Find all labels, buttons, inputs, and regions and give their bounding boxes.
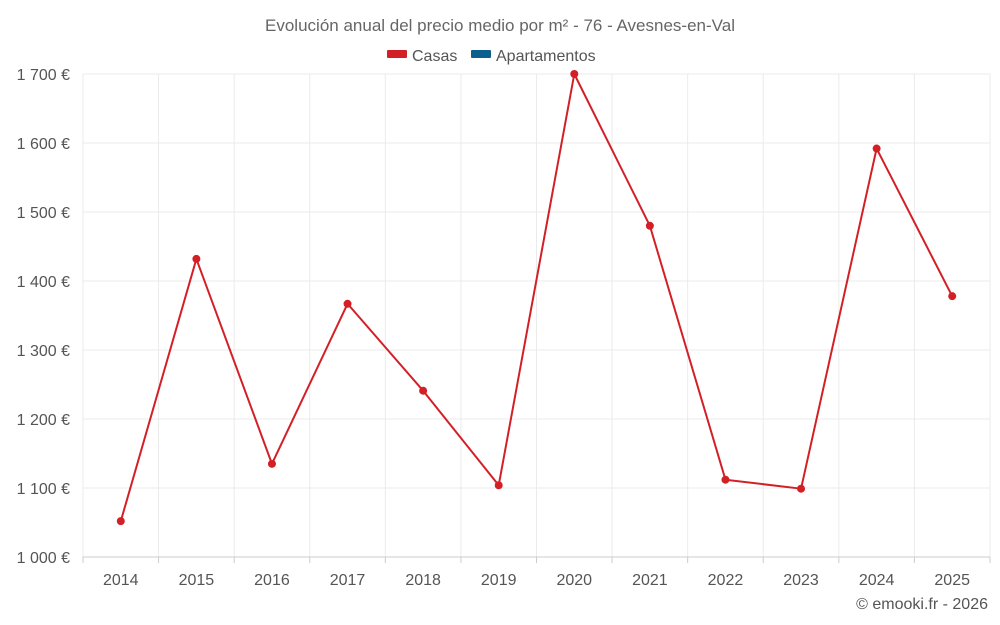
- x-tick-label: 2024: [859, 572, 895, 589]
- data-point[interactable]: [116, 517, 125, 526]
- y-tick-label: 1 600 €: [17, 136, 70, 153]
- series-casas: [116, 70, 957, 526]
- data-point[interactable]: [570, 70, 579, 78]
- legend-swatch-casas: [387, 50, 407, 58]
- legend-label-casas: Casas: [412, 48, 457, 65]
- data-point[interactable]: [948, 292, 957, 301]
- y-axis: 1 000 € 1 100 € 1 200 € 1 300 € 1 400 € 1 500…: [17, 67, 70, 567]
- y-tick-label: 1 100 €: [17, 481, 70, 498]
- x-tick-label: 2023: [783, 572, 819, 589]
- credit-text: © emooki.fr - 2026: [856, 596, 988, 613]
- x-tick-label: 2021: [632, 572, 668, 589]
- data-point[interactable]: [645, 221, 654, 230]
- x-tick-label: 2016: [254, 572, 290, 589]
- x-tick-label: 2025: [934, 572, 970, 589]
- chart-title: Evolución anual del precio medio por m² …: [265, 16, 735, 35]
- data-point[interactable]: [192, 254, 201, 263]
- legend: Casas Apartamentos: [387, 48, 596, 65]
- x-tick-label: 2020: [556, 572, 592, 589]
- x-tick-label: 2015: [179, 572, 215, 589]
- y-tick-label: 1 300 €: [17, 343, 70, 360]
- legend-item-apartamentos[interactable]: Apartamentos: [471, 48, 596, 65]
- legend-label-apartamentos: Apartamentos: [496, 48, 596, 65]
- y-tick-label: 1 200 €: [17, 412, 70, 429]
- y-tick-label: 1 700 €: [17, 67, 70, 84]
- x-tick-label: 2014: [103, 572, 139, 589]
- x-tick-label: 2022: [708, 572, 744, 589]
- x-tick-label: 2019: [481, 572, 517, 589]
- x-tick-label: 2017: [330, 572, 366, 589]
- data-point[interactable]: [419, 386, 428, 395]
- y-tick-label: 1 400 €: [17, 274, 70, 291]
- legend-item-casas[interactable]: Casas: [387, 48, 457, 65]
- data-point[interactable]: [721, 475, 730, 484]
- series-line-casas: [119, 73, 954, 522]
- data-point[interactable]: [872, 144, 881, 153]
- grid: [82, 73, 991, 557]
- data-point[interactable]: [797, 484, 806, 493]
- y-tick-label: 1 500 €: [17, 205, 70, 222]
- x-axis: 2014 2015 2016 2017 2018 2019 2020 2021 2022 2023…: [82, 556, 991, 589]
- y-tick-label: 1 000 €: [17, 550, 70, 567]
- x-tick-label: 2018: [405, 572, 441, 589]
- data-point[interactable]: [267, 459, 276, 468]
- data-point[interactable]: [343, 299, 352, 308]
- legend-swatch-apartamentos: [471, 50, 491, 58]
- data-point[interactable]: [494, 481, 503, 490]
